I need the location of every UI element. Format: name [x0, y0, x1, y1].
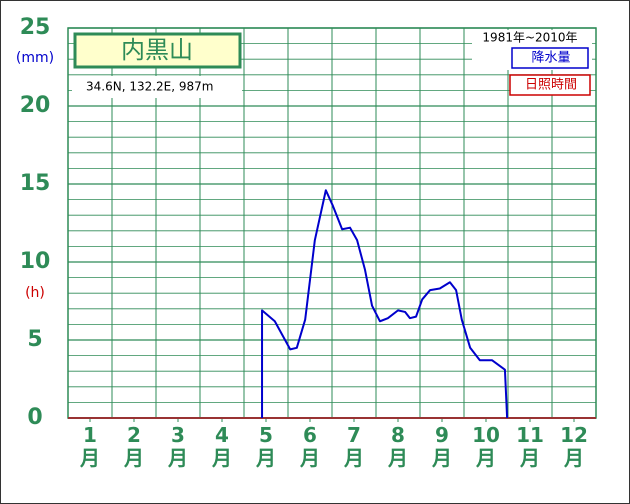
x-tick-label: 11月	[516, 423, 544, 470]
legend-box	[511, 47, 589, 69]
x-tick-label-box: 5月	[244, 424, 288, 470]
x-tick-label-box: 12月	[552, 424, 596, 470]
x-tick-label: 6月	[300, 423, 320, 470]
period: 1981年~2010年	[482, 31, 577, 45]
x-tick-label-box: 1月	[68, 424, 112, 470]
x-tick-label: 1月	[80, 423, 100, 470]
y-tick-label: 10	[20, 249, 51, 274]
y-tick-label: 20	[20, 93, 51, 118]
legend-entry: 降水量	[531, 51, 570, 66]
x-tick-label-box: 6月	[288, 424, 332, 470]
subtitle: 34.6N, 132.2E, 987m	[86, 80, 213, 94]
x-tick-label: 3月	[168, 423, 188, 470]
legend-box	[509, 74, 591, 96]
chart-title: 内黒山	[121, 36, 193, 64]
x-tick-label-box: 9月	[420, 424, 464, 470]
y2-label: (h)	[25, 285, 45, 301]
data-line	[261, 189, 509, 419]
y-tick-label: 25	[20, 15, 51, 40]
x-tick-label: 10月	[472, 423, 500, 470]
x-tick-label: 9月	[432, 423, 452, 470]
x-tick-label-box: 7月	[332, 424, 376, 470]
x-tick-label-box: 4月	[200, 424, 244, 470]
x-tick-label: 12月	[560, 423, 588, 470]
info-box	[72, 76, 242, 98]
y-tick-label: 5	[27, 327, 42, 352]
x-tick-label-box: 8月	[376, 424, 420, 470]
title-box	[73, 32, 242, 69]
x-tick-label: 7月	[344, 423, 364, 470]
legend-entry: 日照時間	[525, 78, 577, 93]
x-tick-label-box: 10月	[464, 424, 508, 470]
x-tick-label-box: 3月	[156, 424, 200, 470]
y-label: (mm)	[16, 50, 54, 66]
x-tick-label-box: 2月	[112, 424, 156, 470]
x-tick-label: 2月	[124, 423, 144, 470]
x-tick-label: 5月	[256, 423, 276, 470]
y-tick-label: 15	[20, 171, 51, 196]
x-tick-label: 4月	[212, 423, 232, 470]
y-tick-label: 0	[27, 405, 42, 430]
x-tick-label: 8月	[388, 423, 408, 470]
x-tick-label-box: 11月	[508, 424, 552, 470]
